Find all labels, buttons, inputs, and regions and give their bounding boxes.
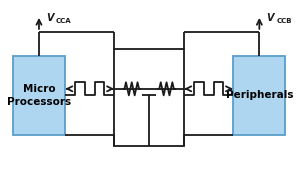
- Text: V: V: [46, 13, 54, 23]
- Text: CCA: CCA: [56, 18, 71, 24]
- FancyBboxPatch shape: [114, 49, 184, 146]
- Text: CCB: CCB: [276, 18, 292, 24]
- Text: Micro
Processors: Micro Processors: [7, 84, 71, 107]
- FancyBboxPatch shape: [233, 56, 286, 135]
- Text: V: V: [267, 13, 274, 23]
- Text: Peripherals: Peripherals: [226, 90, 293, 100]
- FancyBboxPatch shape: [13, 56, 65, 135]
